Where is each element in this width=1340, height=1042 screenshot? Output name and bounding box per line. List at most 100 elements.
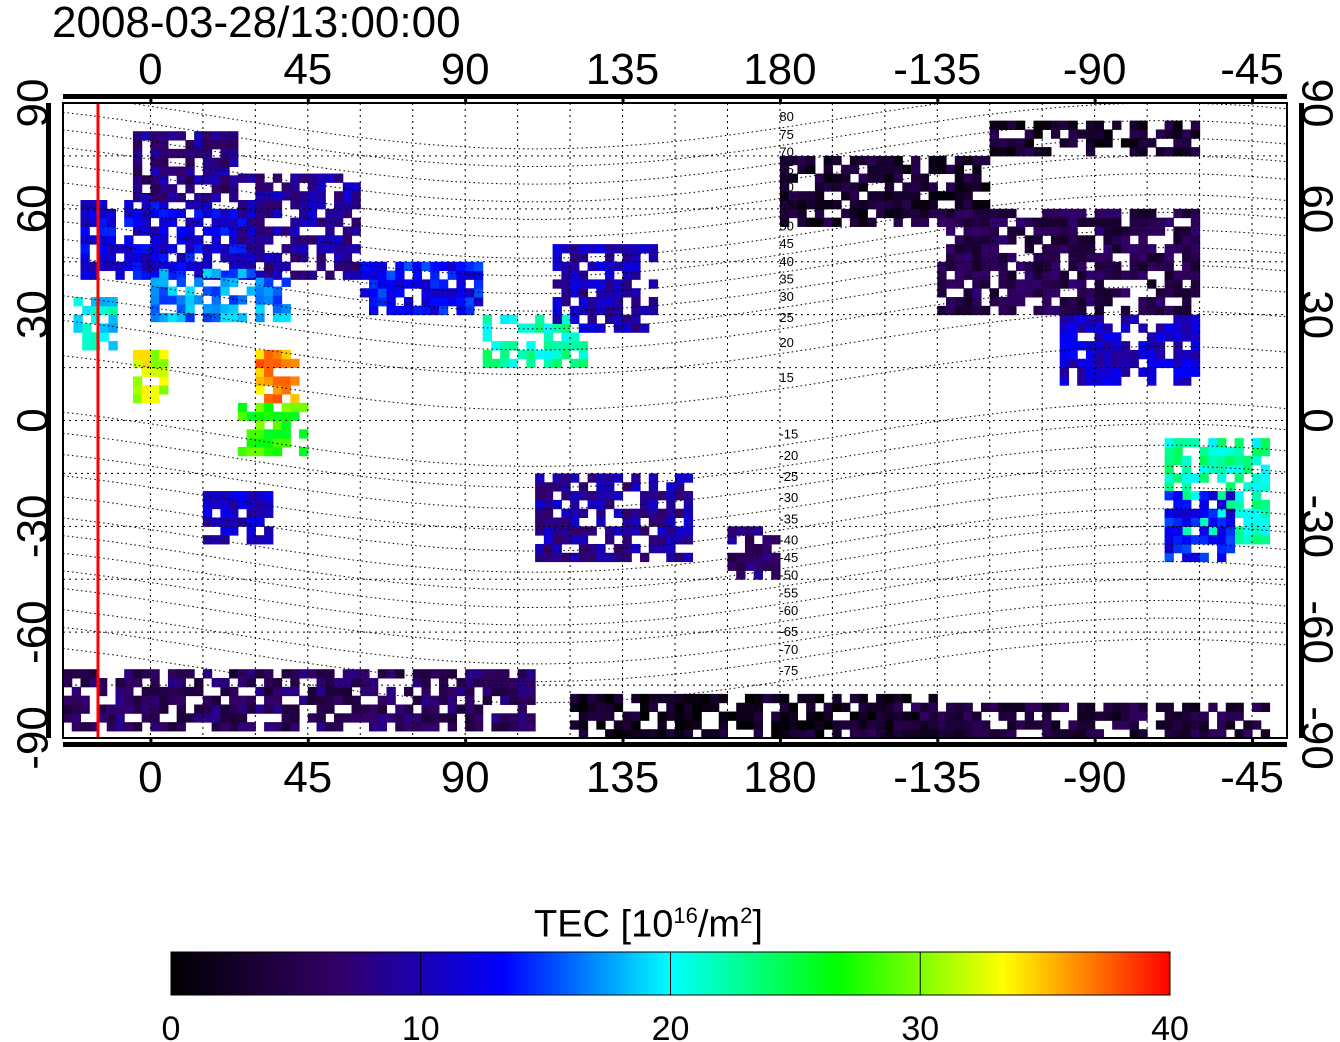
tec-cell [972,252,982,263]
tec-cell [272,286,283,296]
tec-cell [596,552,606,563]
tec-cell [1252,455,1262,466]
tec-cell [1155,305,1166,316]
tec-cell [954,729,965,738]
tec-cell [648,702,659,713]
tec-cell [150,175,160,185]
tec-cell [1138,702,1148,713]
tec-cell [159,268,169,279]
tec-cell [954,217,965,227]
tec-cell [1243,508,1253,518]
tec-cell [1033,270,1043,280]
tec-cell [666,693,676,704]
tec-cell [1085,120,1096,130]
tec-cell [246,722,256,732]
tec-cell [937,288,947,298]
tec-cell [1103,129,1113,139]
tec-cell [1208,729,1218,738]
tec-cell [1164,217,1174,227]
tec-cell [281,686,291,697]
tec-cell [1094,208,1104,219]
tec-cell [71,704,82,714]
tec-cell [1182,270,1192,280]
tec-cell [517,713,527,723]
magnetic-latitude-contour [63,525,1287,591]
tec-cell [876,702,886,713]
tec-data-layer [63,120,1271,738]
tec-cell [605,305,615,316]
tec-cell [473,669,484,679]
tec-cell [141,394,151,404]
tec-cell [946,164,956,175]
tec-cell [561,526,571,536]
tec-cell [264,446,274,457]
tec-cell [1173,358,1183,369]
tec-cell [264,402,274,413]
tec-cell [1103,288,1113,298]
tec-cell [1103,323,1113,333]
tec-cell [1182,138,1192,148]
tec-cell [543,349,554,360]
magnetic-latitude-contour [63,578,1287,644]
tec-cell [456,305,466,316]
tec-cell [316,173,326,183]
tec-cell [1164,288,1174,298]
tec-cell [1059,305,1069,316]
tec-cell [299,270,309,280]
tec-cell [1217,535,1227,545]
tec-cell [1033,120,1043,130]
tec-cell [622,288,632,298]
tec-cell [299,235,309,245]
tec-cell [299,429,309,439]
tec-cell [1234,526,1244,536]
tec-cell [202,175,213,185]
tec-cell [1103,138,1113,148]
tec-cell [849,217,860,227]
tec-cell [1120,235,1131,245]
tec-cell [237,411,248,421]
tec-cell [570,499,580,510]
tec-cell [570,473,580,483]
tec-cell [1173,332,1183,342]
tec-cell [1164,120,1174,130]
tec-cell [1085,376,1096,386]
tec-cell [849,191,860,201]
tec-cell [264,508,274,518]
tec-cell [141,385,151,395]
tec-cell [884,191,895,201]
tec-cell [176,669,186,679]
tec-cell [167,312,178,323]
tec-cell [264,252,274,263]
tec-cell [334,678,344,688]
tec-cell [237,244,248,254]
tec-cell [281,402,291,413]
tec-cell [290,191,300,201]
tec-cell [202,268,213,279]
tec-cell [1024,129,1035,139]
tick-top [306,97,310,103]
tec-cell [176,277,186,287]
tec-cell [657,543,667,554]
tec-cell [106,261,117,272]
tec-cell [675,552,685,563]
tec-cell [272,420,283,430]
tec-cell [447,713,457,723]
tec-cell [963,173,973,183]
tec-cell [1182,482,1192,492]
tec-cell [246,535,256,545]
tec-cell [316,261,326,272]
tec-cell [1182,702,1192,713]
tec-cell [814,191,825,201]
magnetic-latitude-contour [63,599,1287,665]
magnetic-latitude-label: 75 [779,127,793,142]
tec-cell [1217,526,1227,536]
tec-cell [264,678,274,688]
tec-cell [194,208,204,219]
tec-cell [989,208,1000,219]
tec-cell [1190,349,1201,360]
tec-cell [438,678,449,688]
tec-cell [1077,261,1087,272]
tec-cell [1120,341,1131,351]
tec-cell [981,226,991,236]
tec-cell [1182,226,1192,236]
